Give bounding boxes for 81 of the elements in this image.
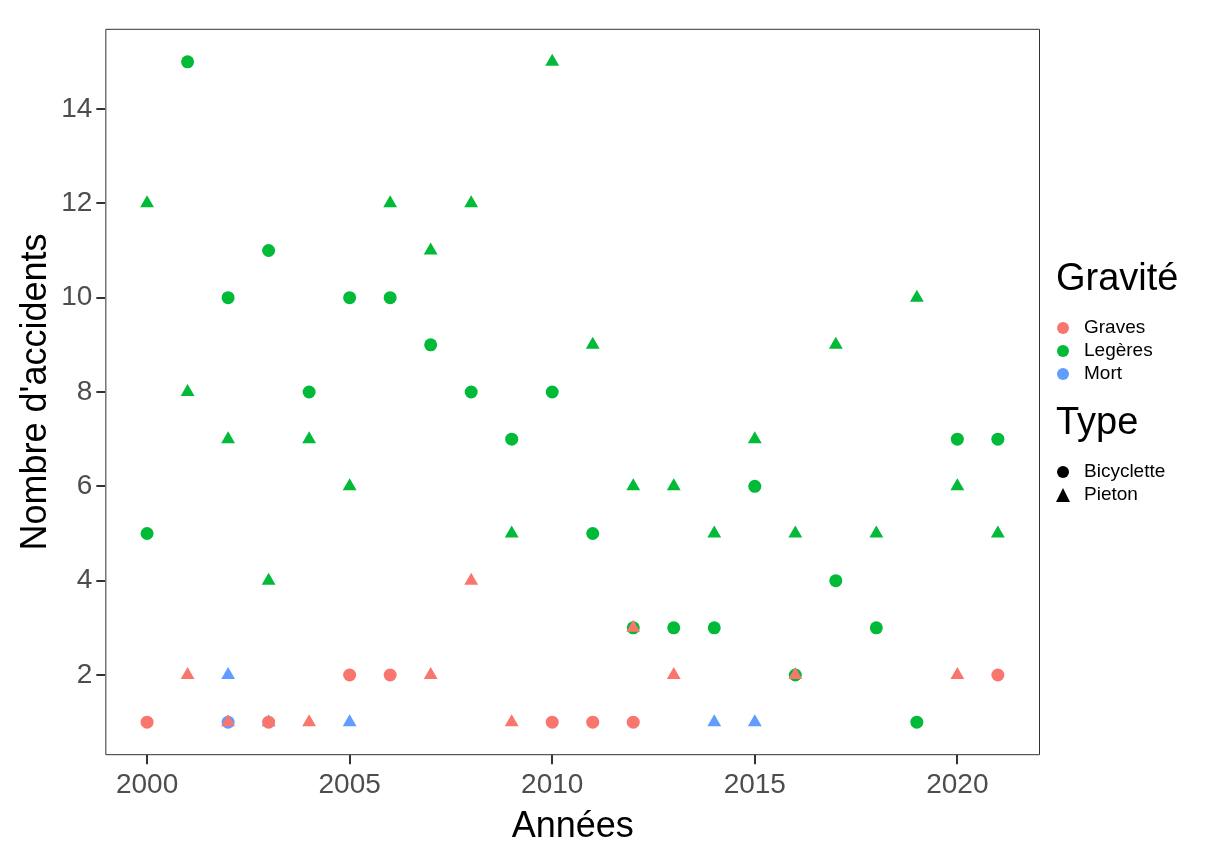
legend-label: Mort	[1084, 362, 1122, 383]
point	[990, 525, 1005, 538]
point	[505, 432, 519, 446]
point	[302, 714, 317, 727]
point	[180, 384, 195, 396]
point	[221, 667, 236, 680]
point	[383, 291, 397, 305]
point	[261, 572, 276, 585]
y-tick-label: 4	[76, 563, 93, 595]
point	[747, 431, 762, 444]
y-tick-label: 14	[61, 91, 93, 123]
point	[869, 621, 883, 635]
legend-label: Graves	[1084, 316, 1146, 337]
point	[545, 385, 559, 399]
y-tick-label: 10	[61, 280, 93, 312]
point	[302, 431, 317, 444]
x-tick-label: 2000	[115, 767, 179, 799]
point	[424, 338, 438, 352]
point	[423, 667, 438, 680]
point	[504, 714, 519, 727]
point	[221, 431, 236, 444]
point	[342, 478, 357, 491]
point	[221, 291, 235, 305]
point	[991, 668, 1005, 682]
x-tick-label: 2020	[926, 767, 989, 799]
x-tick-label: 2005	[318, 767, 381, 799]
point	[464, 572, 479, 585]
x-tick-label: 2015	[723, 767, 786, 799]
legend-label: Pieton	[1084, 483, 1138, 504]
point	[140, 195, 154, 208]
point	[343, 291, 357, 305]
point	[626, 478, 641, 491]
x-axis-title: Années	[511, 804, 634, 846]
point	[423, 242, 438, 255]
point	[950, 478, 965, 491]
point	[140, 715, 154, 729]
point	[950, 667, 965, 680]
y-tick-label: 2	[76, 657, 93, 689]
point	[667, 621, 681, 635]
point	[383, 668, 397, 682]
point	[586, 527, 600, 541]
y-tick-label: 6	[76, 469, 93, 501]
y-axis-title: Nombre d'accidents	[12, 233, 54, 551]
y-tick-label: 8	[76, 374, 93, 406]
point	[383, 195, 398, 208]
point	[585, 336, 600, 349]
point	[828, 336, 843, 349]
point	[504, 525, 519, 538]
text: Type	[1056, 400, 1140, 443]
point	[707, 525, 722, 538]
legend-label: Bicyclette	[1084, 460, 1166, 481]
x-tick-label: 2010	[521, 767, 584, 799]
point	[342, 714, 357, 727]
point	[747, 714, 762, 727]
y-tick-label: 12	[61, 186, 93, 218]
point	[666, 478, 681, 491]
point	[626, 715, 640, 729]
point	[829, 574, 843, 588]
point	[545, 715, 559, 729]
point	[748, 479, 762, 493]
point	[909, 289, 924, 302]
point	[302, 385, 316, 399]
point	[181, 55, 195, 69]
point	[666, 667, 681, 680]
point	[586, 715, 600, 729]
legend-title: Gravité	[1056, 256, 1179, 299]
point	[180, 667, 195, 680]
point	[262, 243, 276, 257]
point	[464, 385, 478, 399]
point	[910, 715, 924, 729]
point	[707, 714, 722, 727]
point	[545, 53, 560, 66]
point	[464, 195, 479, 208]
point	[788, 525, 803, 538]
point	[950, 432, 964, 446]
point	[707, 621, 721, 635]
legend-label: Legères	[1084, 339, 1153, 360]
point	[991, 432, 1005, 446]
point	[140, 527, 154, 541]
point	[343, 668, 357, 682]
point	[869, 525, 884, 538]
